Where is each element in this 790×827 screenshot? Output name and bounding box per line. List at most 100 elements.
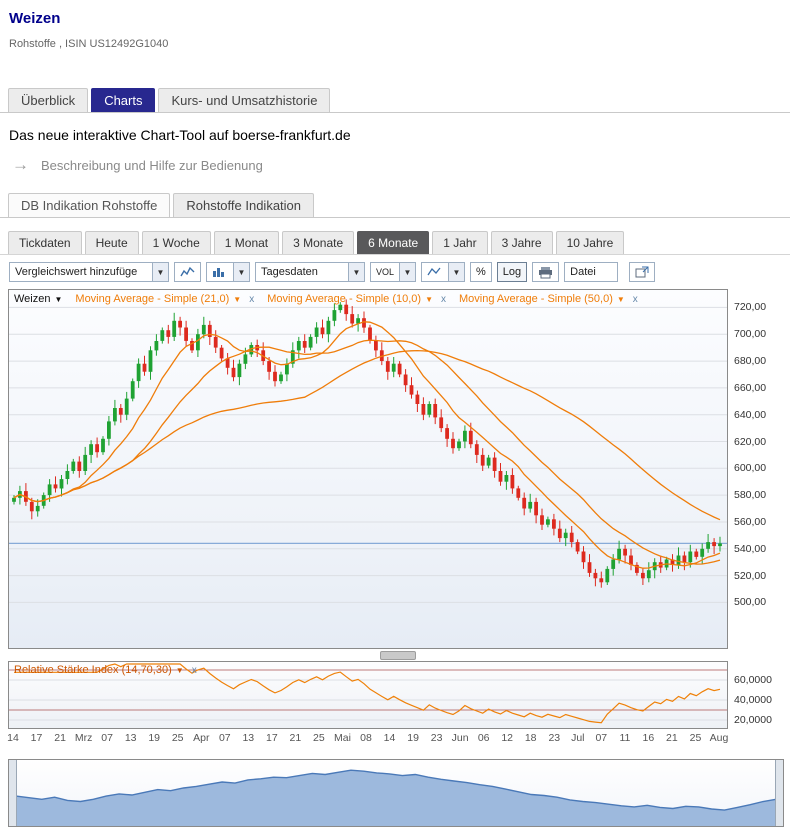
line-style-select[interactable]: ▼ (421, 262, 465, 282)
price-tick-label: 520,00 (734, 569, 767, 582)
close-icon[interactable]: x (632, 293, 638, 305)
tab-db-indikation-rohstoffe[interactable]: DB Indikation Rohstoffe (8, 193, 171, 217)
chevron-down-icon: ▼ (348, 263, 364, 281)
scrollbar-thumb[interactable] (380, 651, 416, 660)
time-tick-label: 19 (148, 732, 161, 744)
navigator[interactable] (8, 759, 784, 827)
chart-style-button[interactable] (174, 262, 201, 282)
time-tick-label: 07 (595, 732, 608, 744)
time-tick-label: 25 (689, 732, 702, 744)
chevron-down-icon: ▼ (233, 263, 249, 281)
period-select[interactable]: Tagesdaten ▼ (255, 262, 365, 282)
time-tick-label: 14 (383, 732, 396, 744)
time-tick-label: Mai (334, 732, 351, 744)
time-tick-label: 21 (54, 732, 66, 744)
compare-select-value: Vergleichswert hinzufüge (15, 266, 138, 278)
printer-icon (539, 266, 553, 278)
time-tick-label: 21 (289, 732, 302, 744)
log-button[interactable]: Log (496, 262, 528, 282)
chevron-down-icon[interactable]: ▼ (175, 665, 184, 675)
rsi-canvas[interactable]: Relative Stärke Index (14,70,30) ▼ x (8, 661, 728, 729)
help-link-label: Beschreibung und Hilfe zur Bedienung (41, 157, 263, 173)
header: Weizen Rohstoffe , ISIN US12492G1040 (0, 0, 790, 50)
price-tick-label: 500,00 (734, 596, 767, 609)
time-tick-label: 17 (30, 732, 43, 744)
rsi-tick-label: 60,0000 (734, 674, 772, 686)
rsi-legend-label: Relative Stärke Index (14,70,30) (14, 664, 172, 676)
indicator-line-icon (427, 267, 441, 276)
time-tick-label: Aug (709, 732, 729, 744)
range-tab-tickdaten[interactable]: Tickdaten (8, 231, 82, 254)
legend-ma-21: Moving Average - Simple (21,0) (75, 293, 230, 305)
price-axis-labels: 720,00 700,00 680,00 660,00 640,00 620,00 600,… (734, 289, 790, 647)
time-tick-label: 16 (642, 732, 655, 744)
range-tab-6-monate[interactable]: 6 Monate (357, 231, 430, 254)
tab-kurs-umsatzhistorie[interactable]: Kurs- und Umsatzhistorie (158, 88, 331, 112)
period-select-value: Tagesdaten (261, 266, 318, 278)
main-chart-area: Weizen ▼ Moving Average - Simple (21,0) … (8, 289, 790, 649)
time-tick-label: Mrz (74, 732, 93, 744)
time-tick-label: 25 (171, 732, 184, 744)
range-tab-3-jahre[interactable]: 3 Jahre (490, 231, 553, 254)
compare-select[interactable]: Vergleichswert hinzufüge ▼ (9, 262, 169, 282)
time-tick-label: Apr (193, 732, 210, 744)
chevron-down-icon: ▼ (399, 263, 415, 281)
close-icon[interactable]: x (191, 664, 197, 676)
chevron-down-icon: ▼ (448, 263, 464, 281)
range-tab-1-jahr[interactable]: 1 Jahr (432, 231, 488, 254)
price-tick-label: 720,00 (734, 301, 767, 314)
range-tab-10-jahre[interactable]: 10 Jahre (555, 231, 625, 254)
help-link[interactable]: → Beschreibung und Hilfe zur Bedienung (12, 155, 782, 175)
chevron-down-icon[interactable]: ▼ (616, 294, 625, 304)
chevron-down-icon[interactable]: ▼ (425, 294, 433, 304)
page-title: Weizen (9, 10, 61, 27)
candlestick-plot (9, 290, 727, 648)
price-tick-label: 620,00 (734, 435, 767, 448)
chart-type-select[interactable]: ▼ (206, 262, 250, 282)
chevron-down-icon[interactable]: ▼ (233, 294, 242, 304)
popout-button[interactable] (629, 262, 656, 282)
tab-charts[interactable]: Charts (91, 88, 156, 112)
chevron-down-icon[interactable]: ▼ (54, 294, 63, 304)
time-tick-label: 13 (124, 732, 137, 744)
price-tick-label: 700,00 (734, 328, 767, 341)
tab-ueberblick[interactable]: Überblick (8, 88, 89, 112)
time-tick-label: Jul (571, 732, 585, 744)
close-icon[interactable]: x (441, 293, 446, 305)
range-tabs: Tickdaten Heute 1 Woche 1 Monat 3 Monate… (0, 231, 790, 255)
range-tab-1-monat[interactable]: 1 Monat (213, 231, 280, 254)
time-tick-label: 06 (477, 732, 490, 744)
chart-scrollbar (8, 651, 726, 660)
range-tab-heute[interactable]: Heute (84, 231, 139, 254)
time-tick-label: 25 (313, 732, 325, 744)
time-tick-label: 12 (501, 732, 514, 744)
chevron-down-icon: ▼ (152, 263, 168, 281)
navigator-plot (9, 760, 783, 826)
page-subtitle: Rohstoffe , ISIN US12492G1040 (9, 38, 169, 50)
chart-tool-headline: Das neue interaktive Chart-Tool auf boer… (9, 127, 351, 143)
range-tab-3-monate[interactable]: 3 Monate (282, 231, 355, 254)
print-button[interactable] (532, 262, 560, 282)
rsi-tick-label: 20,0000 (734, 714, 772, 726)
file-button[interactable]: Datei (564, 262, 619, 282)
rsi-legend: Relative Stärke Index (14,70,30) ▼ x (14, 664, 197, 676)
navigator-left-handle[interactable] (9, 760, 17, 826)
tab-rohstoffe-indikation[interactable]: Rohstoffe Indikation (173, 193, 315, 217)
navigator-right-handle[interactable] (775, 760, 783, 826)
time-tick-label: 13 (242, 732, 255, 744)
time-tick-label: 14 (7, 732, 19, 744)
time-tick-label: 19 (407, 732, 419, 744)
arrow-right-icon: → (12, 155, 29, 174)
legend-ma-10: Moving Average - Simple (10,0) (267, 293, 422, 305)
range-tab-1-woche[interactable]: 1 Woche (141, 231, 211, 254)
time-tick-label: Jun (451, 732, 469, 744)
price-tick-label: 560,00 (734, 516, 767, 528)
main-chart-canvas[interactable]: Weizen ▼ Moving Average - Simple (21,0) … (8, 289, 728, 649)
indication-tabs: DB Indikation Rohstoffe Rohstoffe Indika… (0, 193, 790, 218)
close-icon[interactable]: x (249, 293, 255, 305)
volume-select[interactable]: VOL ▼ (370, 262, 416, 282)
price-tick-label: 540,00 (734, 542, 767, 555)
percent-button[interactable]: % (470, 262, 492, 282)
rsi-tick-label: 40,0000 (734, 694, 772, 706)
